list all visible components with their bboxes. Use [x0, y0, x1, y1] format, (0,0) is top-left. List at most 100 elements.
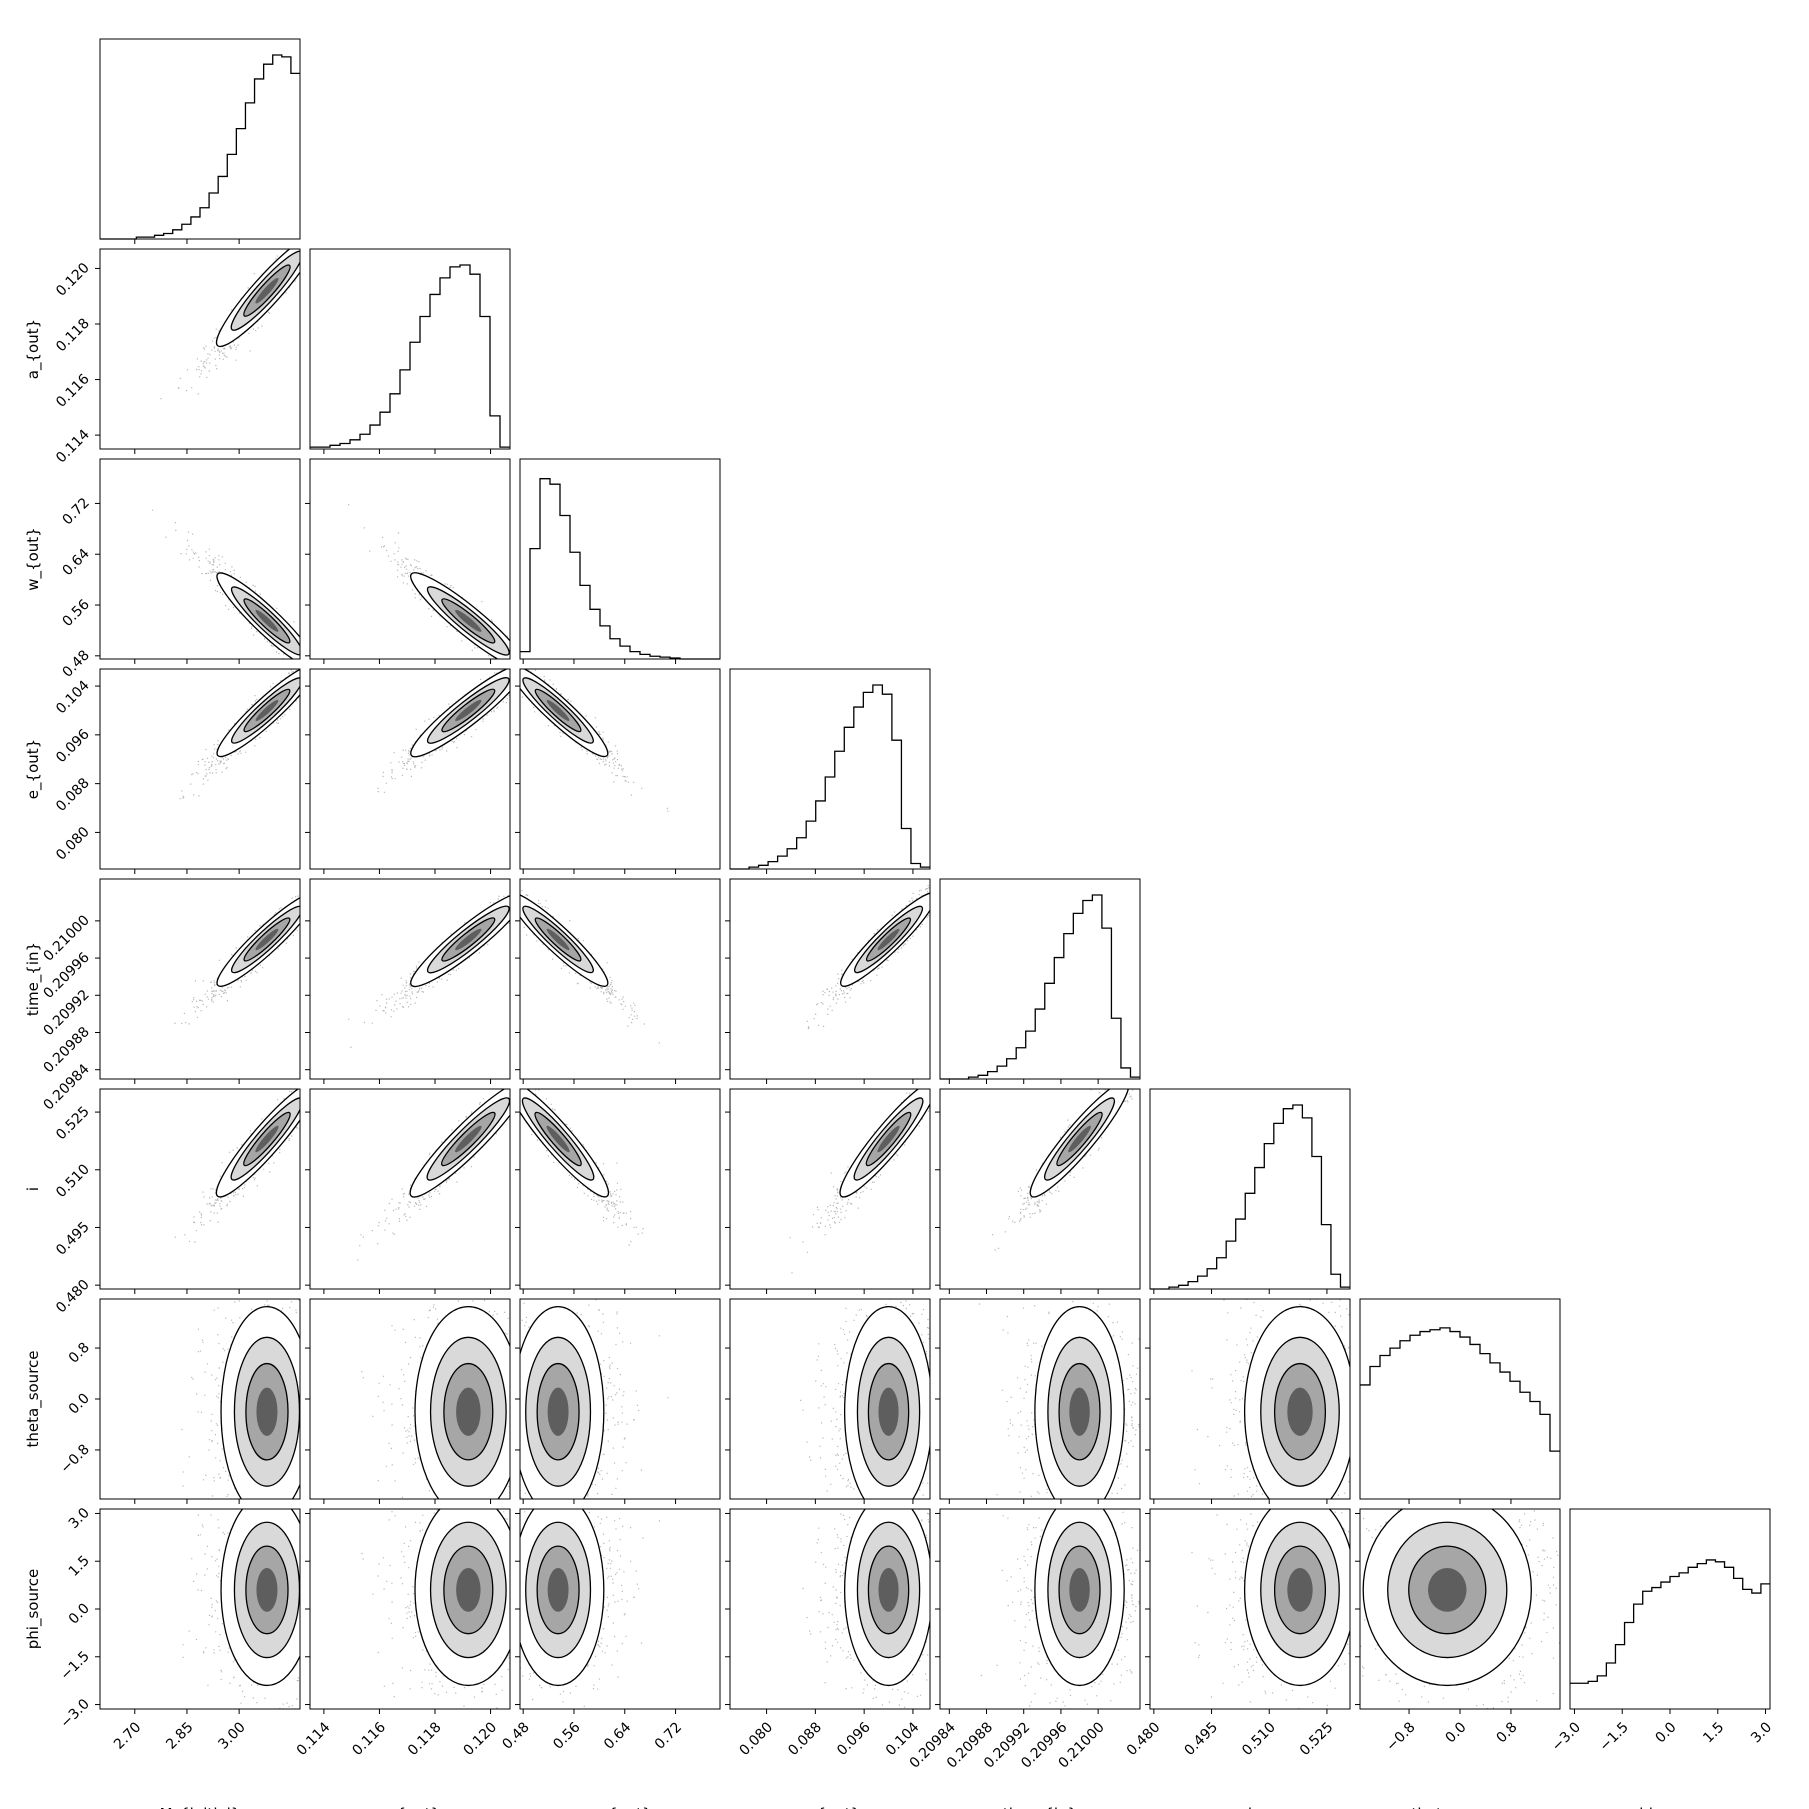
panel-i-vs-m-initial: 0.480 0.495 0.510 0.525	[53, 1088, 301, 1317]
density-layer	[980, 1509, 1140, 1709]
panel-phi-source-vs-phi-source: −3.0 −1.5 0.0 1.5 3.0	[1549, 1508, 1775, 1755]
y-tick-label: 3.0	[66, 1505, 93, 1532]
x-tick-label: 0.116	[349, 1719, 389, 1759]
density-layer	[348, 891, 510, 1048]
panel-background	[520, 879, 720, 1079]
panel-i-vs-i	[1149, 1088, 1351, 1294]
panel-phi-source-vs-theta-source: −0.8 0.0 0.8	[1355, 1508, 1561, 1755]
panel-frame	[99, 458, 301, 660]
contour-level-4	[1069, 1567, 1090, 1612]
panel-e-out-vs-w-out	[515, 668, 721, 874]
y-tick-label: 0.116	[53, 371, 93, 411]
y-tick-label: 0.525	[53, 1104, 93, 1144]
contour-level-4	[546, 928, 570, 951]
contour-level-4	[878, 1387, 899, 1436]
panel-frame	[99, 878, 301, 1080]
density-layer	[520, 1089, 644, 1246]
histogram-m-initial	[100, 54, 300, 240]
contour-level-4	[547, 1567, 569, 1612]
panel-frame	[939, 878, 1141, 1080]
contour-level-4	[877, 928, 900, 951]
panel-w-out-vs-w-out	[519, 458, 721, 664]
panel-frame	[729, 878, 931, 1080]
density-layer	[357, 1089, 510, 1261]
panel-frame	[99, 668, 301, 870]
x-tick-label: 0.0	[1653, 1719, 1680, 1746]
panel-frame	[99, 1088, 301, 1290]
y-tick-label: 0.120	[53, 260, 93, 300]
panel-theta-source-vs-i	[1145, 1298, 1351, 1504]
panel-theta-source-vs-theta-source	[1359, 1298, 1561, 1504]
y-axis-label-theta-source: theta_source	[24, 1350, 43, 1447]
density-layer	[806, 885, 930, 1030]
x-tick-label: 3.00	[215, 1719, 248, 1752]
density-layer	[174, 1089, 300, 1243]
contour-level-4	[547, 1387, 569, 1436]
x-tick-label: −0.8	[1383, 1719, 1418, 1754]
x-tick-label: 0.088	[785, 1719, 825, 1759]
density-layer	[181, 1299, 300, 1499]
panel-phi-source-vs-m-initial: 2.70 2.85 3.00 −3.0 −1.5 0.0 1.5 3.0	[57, 1505, 301, 1753]
panel-frame	[729, 668, 931, 870]
contour-level-4	[546, 699, 570, 722]
y-tick-label: 0.114	[53, 427, 93, 467]
x-tick-label: 0.120	[461, 1719, 501, 1759]
panel-theta-source-vs-w-out	[515, 1298, 721, 1504]
panel-theta-source-vs-time-in	[935, 1298, 1141, 1504]
x-axis-label-a-out: a_{out}	[380, 1805, 440, 1809]
histogram-a-out	[310, 264, 510, 448]
contour-level-4	[255, 928, 279, 951]
histogram-e-out	[730, 684, 930, 870]
x-tick-label: −3.0	[1549, 1719, 1584, 1754]
panel-background	[1150, 1089, 1350, 1289]
contour-level-4	[1068, 1125, 1091, 1153]
y-tick-label: 1.5	[66, 1553, 93, 1580]
panel-frame	[309, 248, 511, 450]
x-tick-label: 0.0	[1443, 1719, 1470, 1746]
x-axis-label-e-out: e_{out}	[800, 1805, 860, 1809]
panel-time-in-vs-a-out	[305, 878, 511, 1084]
density-layer	[377, 669, 510, 793]
density-layer	[978, 1300, 1140, 1499]
panel-i-vs-time-in	[935, 1088, 1141, 1294]
x-tick-label: 0.56	[550, 1719, 583, 1752]
x-tick-label: 2.70	[111, 1719, 144, 1752]
contour-level-4	[455, 928, 482, 951]
y-axis-label-time-in: time_{in}	[24, 942, 43, 1016]
density-layer	[348, 504, 510, 659]
panel-a-out-vs-a-out	[309, 248, 511, 454]
y-tick-label: 0.56	[59, 596, 92, 629]
panel-i-vs-a-out	[305, 1088, 511, 1294]
y-tick-label: −1.5	[57, 1648, 92, 1683]
contour-level-4	[456, 1567, 481, 1612]
density-layer	[520, 1509, 660, 1707]
y-tick-label: 0.104	[53, 678, 93, 718]
density-layer	[182, 1509, 300, 1709]
x-axis-label-time-in: time_{in}	[1003, 1805, 1077, 1809]
panel-frame	[99, 248, 301, 450]
density-layer	[789, 1089, 930, 1274]
panel-frame	[519, 668, 721, 870]
y-axis-label-w-out: w_{out}	[24, 527, 43, 590]
density-layer	[520, 890, 660, 1044]
panel-e-out-vs-a-out	[305, 668, 511, 874]
panel-background	[730, 879, 930, 1079]
contour-level-4	[878, 1567, 899, 1612]
x-tick-label: 1.5	[1700, 1719, 1727, 1746]
x-tick-label: 0.510	[1239, 1719, 1279, 1759]
y-axis-label-i: i	[24, 1187, 42, 1191]
contour-level-4	[255, 609, 279, 632]
density-layer	[160, 249, 300, 400]
contour-level-4	[256, 1387, 278, 1436]
panel-phi-source-vs-w-out: 0.48 0.56 0.64 0.72	[499, 1508, 721, 1753]
panel-i-vs-e-out	[725, 1088, 931, 1294]
panel-background	[730, 669, 930, 869]
y-tick-label: 0.510	[53, 1161, 93, 1201]
density-layer	[802, 1509, 930, 1708]
y-tick-label: 0.0	[66, 1391, 93, 1418]
y-tick-label: −3.0	[57, 1696, 92, 1731]
x-tick-label: 3.0	[1748, 1719, 1775, 1746]
histogram-phi-source	[1570, 1559, 1770, 1684]
contour-level-4	[455, 609, 482, 632]
y-tick-label: 0.480	[53, 1277, 93, 1317]
